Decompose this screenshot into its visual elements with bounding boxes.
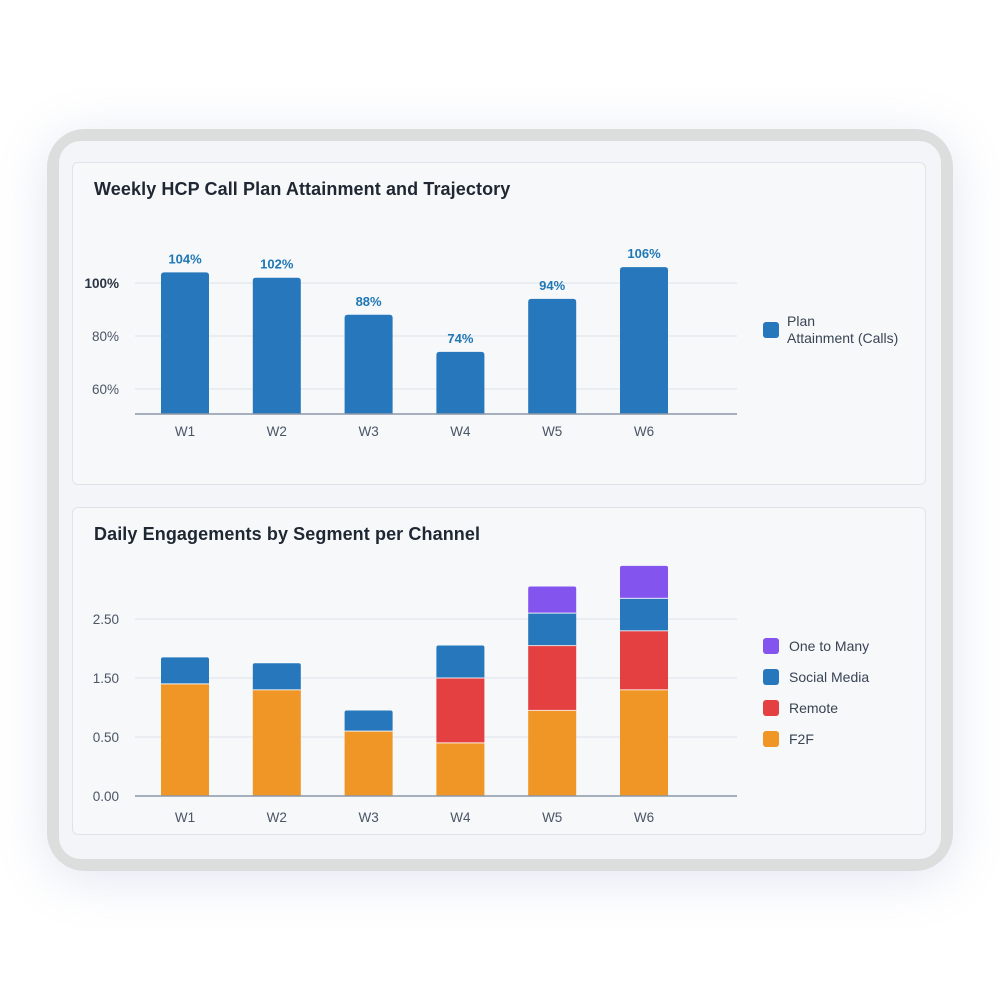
legend: One to Many Social Media Remote F2F	[763, 638, 869, 747]
bar	[528, 298, 577, 414]
x-tick-label: W3	[358, 424, 378, 439]
y-axis-ticks: 60% 80% 100%	[84, 276, 119, 397]
bar-segment	[436, 678, 485, 743]
y-tick-label: 1.50	[93, 671, 119, 686]
bar	[161, 272, 209, 414]
legend-label: One to Many	[789, 638, 869, 654]
bar	[620, 267, 668, 414]
data-label: 94%	[539, 278, 565, 293]
x-axis-labels: W1 W2 W3 W4 W5 W6	[175, 810, 654, 825]
engagements-chart: 0.00 0.50 1.50 2.50 W1 W2 W3 W4 W5 W6 One to Many S…	[93, 565, 869, 825]
data-label: 102%	[260, 257, 294, 272]
dashboard-screen: Weekly HCP Call Plan Attainment and Traj…	[59, 141, 941, 859]
x-tick-label: W6	[634, 810, 654, 825]
bar-segment	[344, 710, 393, 732]
y-axis-ticks: 0.00 0.50 1.50 2.50	[93, 612, 119, 804]
legend-label: Social Media	[789, 669, 869, 685]
y-tick-label: 2.50	[93, 612, 119, 627]
legend-label: Remote	[789, 700, 838, 716]
x-tick-label: W1	[175, 424, 195, 439]
data-label: 104%	[168, 251, 202, 266]
x-axis-labels: W1 W2 W3 W4 W5 W6	[175, 424, 654, 439]
data-label: 106%	[627, 246, 661, 261]
engagements-chart-card: Daily Engagements by Segment per Channel…	[72, 507, 926, 835]
bar-segment	[528, 586, 577, 614]
x-tick-label: W4	[450, 424, 471, 439]
legend-label: Plan	[787, 313, 815, 329]
legend-swatch	[763, 638, 779, 654]
stacked-bars	[161, 565, 668, 796]
data-label: 74%	[447, 331, 473, 346]
bar-segment	[620, 630, 668, 690]
x-tick-label: W6	[634, 424, 654, 439]
bar-segment	[344, 731, 393, 796]
bar-segment	[161, 657, 209, 684]
bar-segment	[528, 710, 577, 796]
y-tick-label: 0.50	[93, 730, 119, 745]
x-tick-label: W2	[267, 810, 287, 825]
y-tick-label: 100%	[84, 276, 119, 291]
device-frame: Weekly HCP Call Plan Attainment and Traj…	[47, 129, 953, 871]
bar-segment	[436, 645, 485, 678]
attainment-chart-card: Weekly HCP Call Plan Attainment and Traj…	[72, 162, 926, 485]
bars	[161, 267, 668, 414]
bar-segment	[161, 683, 209, 796]
bar-segment	[528, 613, 577, 646]
attainment-chart-title: Weekly HCP Call Plan Attainment and Traj…	[94, 179, 511, 199]
y-tick-label: 0.00	[93, 789, 119, 804]
bar-segment	[252, 663, 301, 690]
data-label: 88%	[356, 294, 382, 309]
x-tick-label: W2	[267, 424, 287, 439]
bar	[344, 314, 393, 414]
engagements-chart-title: Daily Engagements by Segment per Channel	[94, 524, 481, 544]
x-tick-label: W3	[358, 810, 378, 825]
y-tick-label: 60%	[92, 382, 119, 397]
data-labels: 104% 102% 88% 74% 94% 106%	[168, 246, 661, 346]
legend-label: Attainment (Calls)	[787, 330, 898, 346]
bar-segment	[528, 645, 577, 711]
x-tick-label: W5	[542, 810, 562, 825]
legend-label: F2F	[789, 731, 814, 747]
x-tick-label: W5	[542, 424, 562, 439]
legend-swatch	[763, 700, 779, 716]
bar-segment	[436, 742, 485, 796]
bar	[252, 277, 301, 414]
legend-swatch	[763, 322, 779, 338]
bar-segment	[252, 689, 301, 796]
bar-segment	[620, 598, 668, 631]
bar-segment	[620, 565, 668, 599]
bar-segment	[620, 689, 668, 796]
legend-swatch	[763, 669, 779, 685]
bar	[436, 351, 485, 414]
attainment-chart: 60%80%100%104% 102%88%74%94%106%W1 W2 W3 W4 W…	[84, 246, 898, 439]
legend-swatch	[763, 731, 779, 747]
x-tick-label: W1	[175, 810, 195, 825]
y-tick-label: 80%	[92, 329, 119, 344]
x-tick-label: W4	[450, 810, 471, 825]
